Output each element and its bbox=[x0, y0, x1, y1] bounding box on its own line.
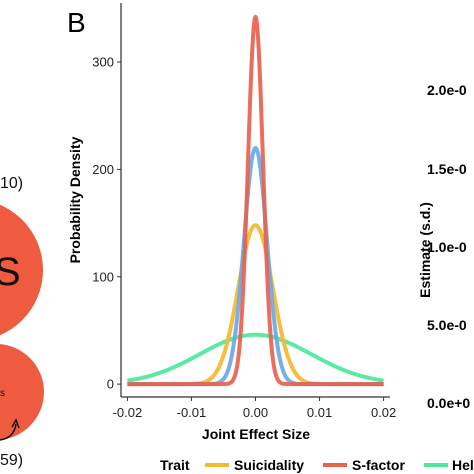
y-tick-label: 100 bbox=[92, 269, 114, 284]
y-axis-title: Probability Density bbox=[67, 136, 83, 263]
right-panel-fragment: Estimate (s.d.) 2.0e-0 1.5e-0 1.0e-0 5.0… bbox=[417, 82, 470, 411]
x-tick-label: -0.01 bbox=[177, 405, 207, 420]
y-tick-label: 300 bbox=[92, 55, 114, 70]
legend-title: Trait bbox=[160, 457, 190, 473]
chart-plot-area: 0 100 200 300 -0.02 -0.01 0.00 0.01 0.02 bbox=[92, 3, 396, 420]
y-axis-ticks: 0 100 200 300 bbox=[92, 55, 121, 392]
legend-label-helping: Hel bbox=[452, 457, 474, 473]
density-curve-series-3 bbox=[126, 145, 385, 387]
right-tick-2: 1.5e-0 bbox=[427, 161, 467, 177]
y-tick-label: 0 bbox=[107, 377, 114, 392]
right-tick-1: 2.0e-0 bbox=[427, 82, 467, 98]
x-tick-label: 0.02 bbox=[371, 405, 396, 420]
x-tick-label: -0.02 bbox=[113, 405, 143, 420]
density-curves bbox=[126, 14, 385, 387]
left-panel-fragment: 10) S s 59) bbox=[0, 175, 44, 469]
right-axis-title: Estimate (s.d.) bbox=[417, 202, 433, 298]
left-top-label: 10) bbox=[0, 175, 23, 192]
legend-label-s-factor: S-factor bbox=[352, 457, 405, 473]
x-tick-label: 0.00 bbox=[243, 405, 268, 420]
left-arrow-head bbox=[11, 418, 20, 429]
legend: Trait Suicidality S-factor Hel bbox=[160, 457, 474, 473]
left-small-circle bbox=[0, 344, 44, 440]
legend-label-suicidality: Suicidality bbox=[234, 457, 304, 473]
x-tick-label: 0.01 bbox=[307, 405, 332, 420]
density-curve-s-factor bbox=[126, 14, 385, 387]
density-curve-suicidality bbox=[126, 223, 385, 387]
right-tick-3: 1.0e-0 bbox=[427, 239, 467, 255]
left-big-circle bbox=[0, 204, 43, 336]
density-curve-helping bbox=[126, 332, 385, 383]
left-arrow bbox=[0, 423, 17, 441]
left-big-circle-letter: S bbox=[0, 250, 21, 294]
left-bottom-label: 59) bbox=[0, 452, 23, 469]
y-tick-label: 200 bbox=[92, 162, 114, 177]
x-axis-title: Joint Effect Size bbox=[202, 426, 310, 442]
right-tick-5: 0.0e+0 bbox=[427, 395, 470, 411]
x-axis-ticks: -0.02 -0.01 0.00 0.01 0.02 bbox=[113, 397, 396, 420]
left-small-circle-text: s bbox=[0, 388, 5, 399]
panel-letter: B bbox=[67, 7, 86, 38]
right-tick-4: 5.0e-0 bbox=[427, 317, 467, 333]
